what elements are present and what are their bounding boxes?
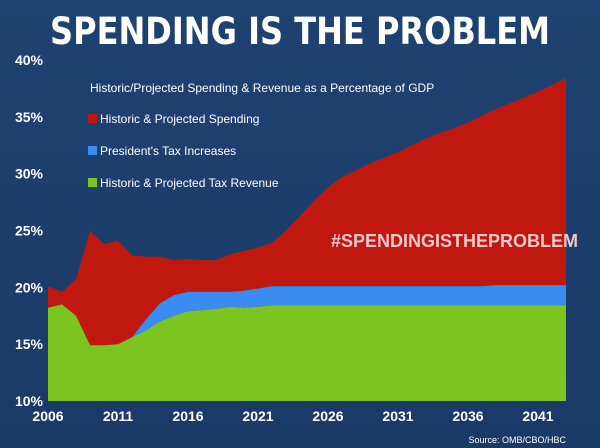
x-tick-label: 2026: [312, 408, 343, 424]
legend-label-revenue: Historic & Projected Tax Revenue: [100, 176, 279, 190]
x-tick-label: 2006: [32, 408, 63, 424]
x-axis: 2006 2011 2016 2021 2026 2031 2036 2041: [32, 408, 553, 424]
y-tick-label: 35%: [15, 109, 44, 125]
plot-areas: [48, 78, 566, 401]
legend: Historic & Projected Spending President'…: [88, 112, 279, 190]
area-tax-revenue: [48, 304, 566, 401]
x-tick-label: 2016: [172, 408, 203, 424]
legend-swatch-revenue: [88, 178, 97, 187]
x-tick-label: 2036: [452, 408, 483, 424]
hashtag-annotation: #SPENDINGISTHEPROBLEM: [331, 231, 578, 251]
legend-label-spending: Historic & Projected Spending: [100, 112, 259, 126]
y-tick-label: 10%: [15, 393, 44, 409]
y-tick-label: 15%: [15, 336, 44, 352]
source-note: Source: OMB/CBO/HBC: [468, 435, 566, 445]
chart-title: SPENDING IS THE PROBLEM: [50, 10, 550, 53]
y-axis: 10% 15% 20% 25% 30% 35% 40%: [15, 52, 44, 409]
x-tick-label: 2011: [103, 408, 134, 424]
x-tick-label: 2041: [522, 408, 553, 424]
y-tick-label: 25%: [15, 223, 44, 239]
y-tick-label: 30%: [15, 166, 44, 182]
area-tax-increases: [48, 285, 566, 346]
chart-subtitle: Historic/Projected Spending & Revenue as…: [90, 81, 434, 95]
x-tick-label: 2031: [382, 408, 413, 424]
area-spending: [48, 78, 566, 346]
y-tick-label: 20%: [15, 279, 44, 295]
legend-label-tax-increases: President's Tax Increases: [100, 144, 236, 158]
x-tick-label: 2021: [242, 408, 273, 424]
y-tick-label: 40%: [15, 52, 44, 68]
legend-swatch-spending: [88, 114, 97, 123]
legend-swatch-tax-increases: [88, 146, 97, 155]
